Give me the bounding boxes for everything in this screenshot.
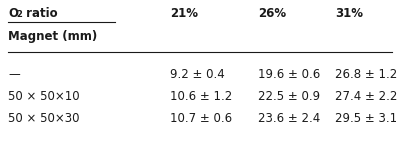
Text: 29.5 ± 3.1: 29.5 ± 3.1: [335, 112, 397, 125]
Text: 10.7 ± 0.6: 10.7 ± 0.6: [170, 112, 232, 125]
Text: 9.2 ± 0.4: 9.2 ± 0.4: [170, 68, 225, 81]
Text: 26%: 26%: [258, 7, 286, 20]
Text: Magnet (mm): Magnet (mm): [8, 30, 97, 43]
Text: 50 × 50×30: 50 × 50×30: [8, 112, 80, 125]
Text: 19.6 ± 0.6: 19.6 ± 0.6: [258, 68, 320, 81]
Text: 2: 2: [16, 10, 22, 19]
Text: 10.6 ± 1.2: 10.6 ± 1.2: [170, 90, 232, 103]
Text: —: —: [8, 68, 20, 81]
Text: 23.6 ± 2.4: 23.6 ± 2.4: [258, 112, 320, 125]
Text: 27.4 ± 2.2: 27.4 ± 2.2: [335, 90, 397, 103]
Text: O: O: [8, 7, 18, 20]
Text: 22.5 ± 0.9: 22.5 ± 0.9: [258, 90, 320, 103]
Text: ratio: ratio: [22, 7, 57, 20]
Text: 21%: 21%: [170, 7, 198, 20]
Text: 26.8 ± 1.2: 26.8 ± 1.2: [335, 68, 397, 81]
Text: 31%: 31%: [335, 7, 363, 20]
Text: 50 × 50×10: 50 × 50×10: [8, 90, 80, 103]
